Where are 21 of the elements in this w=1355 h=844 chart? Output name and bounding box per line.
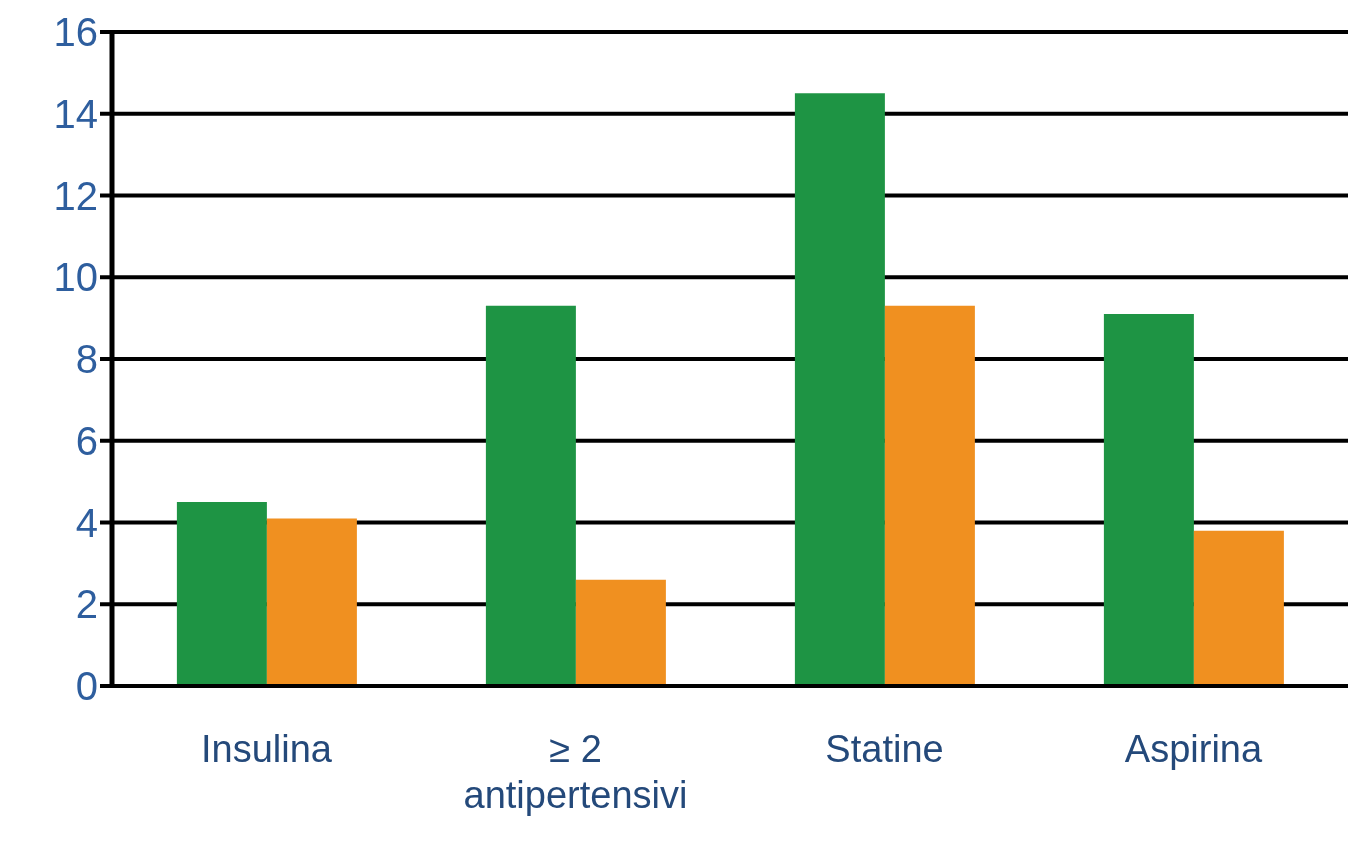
- y-tick-label: 16: [53, 10, 98, 55]
- bar: [1103, 314, 1194, 686]
- bar: [1193, 530, 1284, 686]
- bar: [794, 93, 885, 686]
- bar: [575, 579, 666, 686]
- y-tick-label: 10: [53, 255, 98, 300]
- bar: [176, 502, 267, 686]
- bar: [884, 305, 975, 686]
- y-tick-label: 4: [75, 500, 98, 545]
- y-tick-label: 12: [53, 173, 98, 218]
- y-tick-label: 14: [53, 91, 98, 136]
- x-tick-label: Insulina: [201, 728, 333, 770]
- y-tick-label: 0: [75, 664, 98, 709]
- x-tick-label: Aspirina: [1124, 728, 1263, 770]
- bar: [266, 518, 357, 686]
- y-tick-label: 6: [75, 418, 98, 463]
- x-tick-label: ≥ 2 antipertensivi: [463, 728, 688, 816]
- x-tick-label: Statine: [825, 728, 944, 770]
- y-tick-label: 8: [75, 337, 98, 382]
- y-tick-label: 2: [75, 582, 98, 627]
- bar: [485, 305, 576, 686]
